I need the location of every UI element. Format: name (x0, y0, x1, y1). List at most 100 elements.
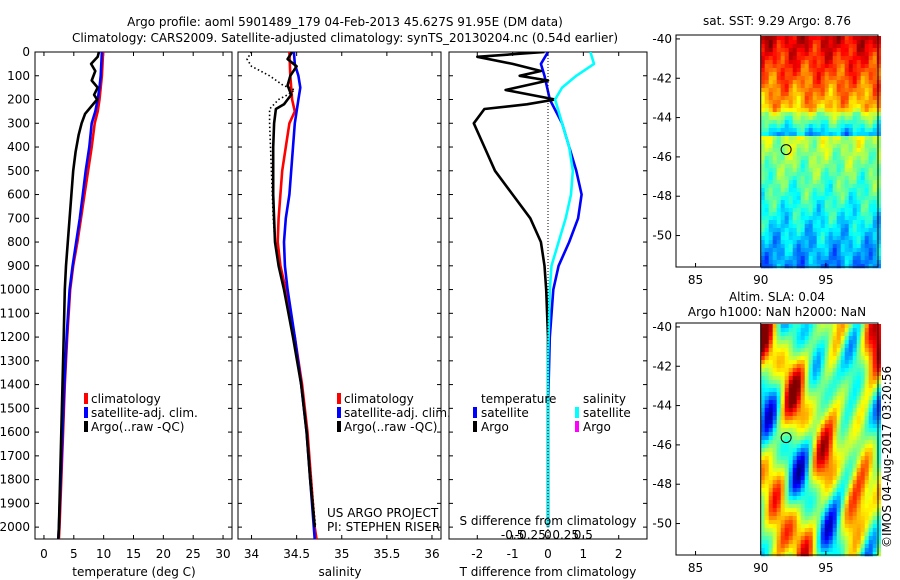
heatmap-cell (780, 100, 786, 105)
heatmap-cell (836, 472, 842, 477)
heatmap-cell (788, 256, 794, 261)
heatmap-cell (784, 504, 790, 509)
heatmap-cell (840, 536, 846, 541)
heatmap-cell (848, 524, 854, 529)
heatmap-cell (872, 460, 878, 465)
heatmap-cell (872, 492, 878, 497)
heatmap-cell (792, 540, 798, 545)
heatmap-cell (808, 84, 814, 89)
heatmap-cell (760, 400, 766, 405)
heatmap-cell (820, 528, 826, 533)
heatmap-cell (760, 436, 766, 441)
heatmap-cell (864, 328, 870, 333)
heatmap-cell (836, 372, 842, 377)
heatmap-cell (824, 412, 830, 417)
heatmap-cell (800, 412, 806, 417)
heatmap-cell (776, 148, 782, 153)
heatmap-cell (788, 548, 794, 553)
heatmap-cell (796, 512, 802, 517)
heatmap-cell (844, 120, 850, 125)
heatmap-cell (812, 56, 818, 61)
heatmap-cell (836, 328, 842, 333)
heatmap-cell (876, 400, 882, 405)
heatmap-cell (824, 224, 830, 229)
heatmap-cell (852, 164, 858, 169)
heatmap-cell (836, 176, 842, 181)
heatmap-cell (780, 52, 786, 57)
heatmap-cell (828, 384, 834, 389)
heatmap-cell (788, 348, 794, 353)
heatmap-cell (768, 256, 774, 261)
heatmap-cell (796, 100, 802, 105)
heatmap-cell (760, 56, 766, 61)
heatmap-cell (784, 552, 790, 557)
heatmap-cell (760, 544, 766, 549)
heatmap-cell (788, 132, 794, 137)
heatmap-cell (864, 544, 870, 549)
heatmap-cell (860, 524, 866, 529)
heatmap-cell (856, 184, 862, 189)
heatmap-cell (872, 332, 878, 337)
heatmap-cell (792, 504, 798, 509)
heatmap-cell (800, 516, 806, 521)
heatmap-cell (860, 204, 866, 209)
heatmap-cell (776, 396, 782, 401)
heatmap-cell (864, 428, 870, 433)
heatmap-cell (848, 104, 854, 109)
heatmap-cell (868, 60, 874, 65)
heatmap-cell (788, 500, 794, 505)
heatmap-cell (768, 476, 774, 481)
heatmap-cell (868, 356, 874, 361)
heatmap-cell (792, 520, 798, 525)
heatmap-cell (840, 464, 846, 469)
heatmap-cell (836, 200, 842, 205)
heatmap-cell (864, 72, 870, 77)
heatmap-cell (776, 104, 782, 109)
heatmap-cell (784, 252, 790, 257)
heatmap-cell (848, 264, 854, 269)
heatmap-cell (796, 388, 802, 393)
heatmap-cell (844, 384, 850, 389)
heatmap-cell (820, 460, 826, 465)
heatmap-cell (876, 128, 882, 133)
heatmap-cell (848, 416, 854, 421)
heatmap-cell (792, 388, 798, 393)
heatmap-cell (812, 468, 818, 473)
heatmap-cell (836, 64, 842, 69)
heatmap-cell (876, 408, 882, 413)
heatmap-cell (864, 172, 870, 177)
heatmap-cell (796, 220, 802, 225)
heatmap-cell (784, 500, 790, 505)
heatmap-cell (768, 448, 774, 453)
heatmap-cell (808, 376, 814, 381)
heatmap-cell (796, 444, 802, 449)
heatmap-cell (848, 336, 854, 341)
heatmap-cell (824, 352, 830, 357)
heatmap-cell (852, 432, 858, 437)
heatmap-cell (840, 548, 846, 553)
heatmap-cell (828, 64, 834, 69)
heatmap-cell (812, 352, 818, 357)
heatmap-cell (832, 408, 838, 413)
heatmap-cell (820, 152, 826, 157)
heatmap-cell (816, 128, 822, 133)
heatmap-cell (856, 456, 862, 461)
heatmap-cell (820, 192, 826, 197)
heatmap-cell (808, 256, 814, 261)
heatmap-cell (848, 260, 854, 265)
heatmap-cell (816, 420, 822, 425)
heatmap-cell (832, 364, 838, 369)
heatmap-cell (836, 88, 842, 93)
heatmap-cell (876, 240, 882, 245)
heatmap-cell (872, 128, 878, 133)
heatmap-cell (796, 148, 802, 153)
heatmap-cell (768, 484, 774, 489)
heatmap-cell (760, 72, 766, 77)
figure-title-line1: Argo profile: aoml 5901489_179 04-Feb-20… (127, 15, 563, 29)
heatmap-cell (876, 136, 882, 141)
heatmap-cell (848, 528, 854, 533)
heatmap-cell (876, 40, 882, 45)
heatmap-cell (848, 412, 854, 417)
heatmap-cell (776, 540, 782, 545)
heatmap-cell (792, 180, 798, 185)
